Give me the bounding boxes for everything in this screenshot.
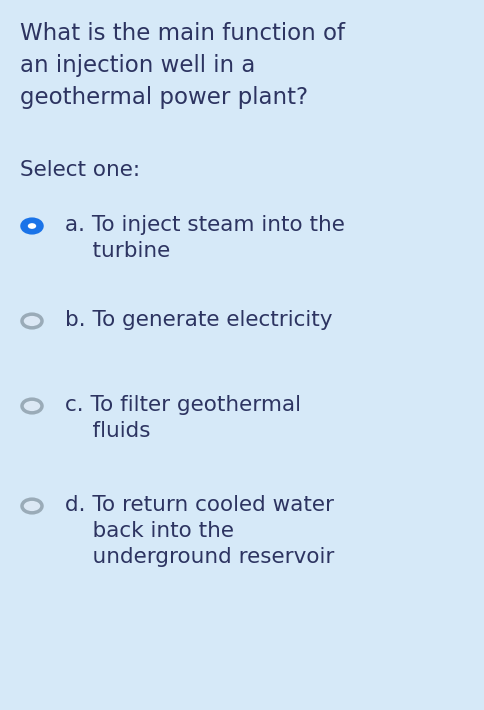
Text: underground reservoir: underground reservoir [65,547,333,567]
Ellipse shape [28,223,36,229]
Text: a. To inject steam into the: a. To inject steam into the [65,215,344,235]
Text: fluids: fluids [65,421,150,441]
Text: What is the main function of: What is the main function of [20,22,344,45]
Text: d. To return cooled water: d. To return cooled water [65,495,333,515]
Text: back into the: back into the [65,521,233,541]
Ellipse shape [22,219,42,233]
Text: b. To generate electricity: b. To generate electricity [65,310,332,330]
Text: turbine: turbine [65,241,170,261]
Ellipse shape [22,314,42,328]
Text: an injection well in a: an injection well in a [20,54,255,77]
Text: geothermal power plant?: geothermal power plant? [20,86,307,109]
Text: Select one:: Select one: [20,160,140,180]
Ellipse shape [22,499,42,513]
Ellipse shape [22,399,42,413]
Text: c. To filter geothermal: c. To filter geothermal [65,395,301,415]
